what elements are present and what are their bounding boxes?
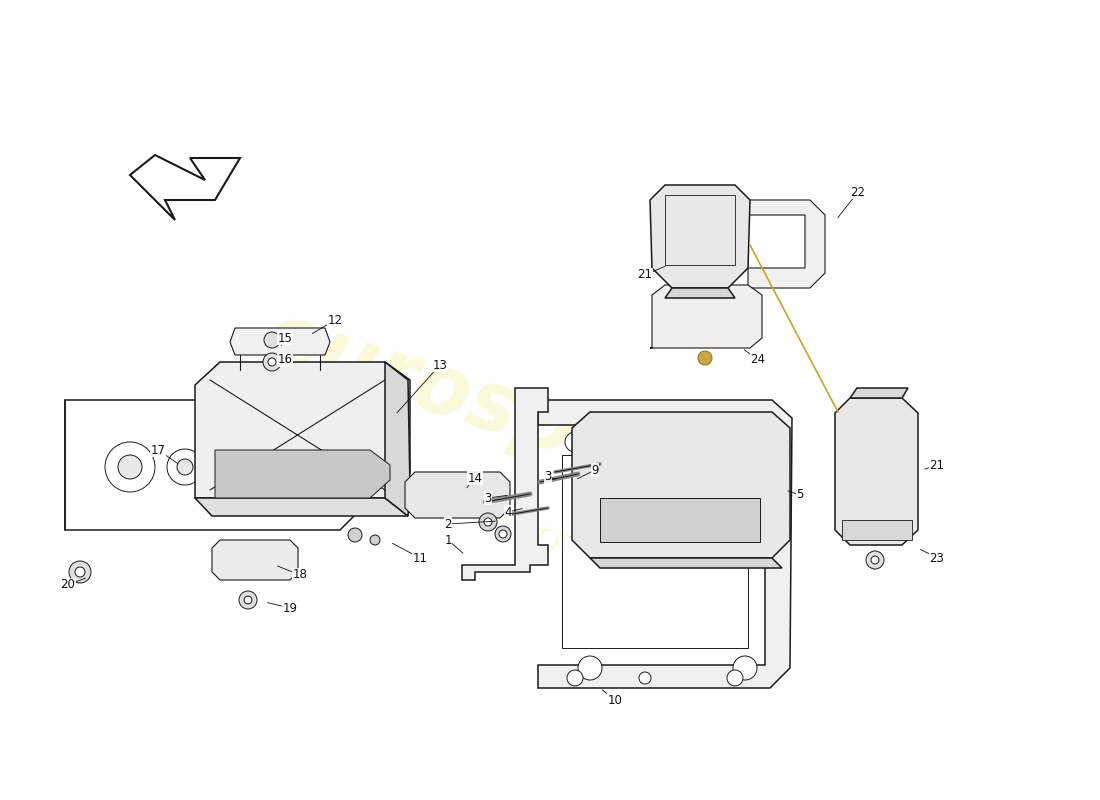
Polygon shape — [650, 285, 762, 348]
Text: 24: 24 — [750, 354, 766, 366]
Ellipse shape — [478, 513, 497, 531]
Ellipse shape — [495, 526, 512, 542]
Text: 9: 9 — [592, 463, 598, 477]
Polygon shape — [666, 288, 735, 298]
Polygon shape — [230, 328, 330, 355]
Polygon shape — [65, 400, 370, 530]
Ellipse shape — [370, 535, 379, 545]
Polygon shape — [405, 472, 510, 518]
Text: 13: 13 — [432, 358, 448, 371]
Text: 4: 4 — [504, 506, 512, 518]
Ellipse shape — [499, 530, 507, 538]
Text: 22: 22 — [850, 186, 866, 198]
Ellipse shape — [244, 596, 252, 604]
Text: a passion for parts since 1985: a passion for parts since 1985 — [398, 478, 746, 610]
Ellipse shape — [484, 518, 492, 526]
Text: 14: 14 — [468, 471, 483, 485]
Ellipse shape — [251, 476, 258, 484]
Ellipse shape — [264, 332, 280, 348]
Ellipse shape — [727, 670, 742, 686]
Polygon shape — [835, 398, 918, 545]
Polygon shape — [572, 412, 790, 558]
Ellipse shape — [565, 432, 585, 452]
Ellipse shape — [566, 670, 583, 686]
Ellipse shape — [871, 556, 879, 564]
Ellipse shape — [639, 672, 651, 684]
Text: 5: 5 — [796, 489, 804, 502]
Ellipse shape — [578, 656, 602, 680]
Ellipse shape — [75, 567, 85, 577]
Text: 3: 3 — [544, 470, 552, 483]
Text: 3: 3 — [484, 491, 492, 505]
Polygon shape — [850, 388, 908, 398]
Polygon shape — [562, 455, 748, 648]
Ellipse shape — [239, 591, 257, 609]
Text: 10: 10 — [607, 694, 623, 706]
Polygon shape — [195, 498, 408, 516]
Ellipse shape — [263, 353, 280, 371]
Polygon shape — [650, 185, 750, 288]
Polygon shape — [748, 200, 825, 288]
Text: 15: 15 — [277, 331, 293, 345]
Text: 19: 19 — [283, 602, 297, 614]
Polygon shape — [130, 155, 240, 220]
Text: 16: 16 — [277, 354, 293, 366]
Ellipse shape — [725, 432, 745, 452]
Ellipse shape — [118, 455, 142, 479]
Text: 12: 12 — [328, 314, 342, 326]
Text: 2: 2 — [444, 518, 452, 530]
Ellipse shape — [866, 551, 884, 569]
Text: 17: 17 — [151, 443, 165, 457]
Polygon shape — [842, 520, 912, 540]
Text: eurospares: eurospares — [254, 296, 780, 536]
Ellipse shape — [348, 528, 362, 542]
Polygon shape — [214, 450, 390, 498]
Text: 20: 20 — [60, 578, 76, 591]
Ellipse shape — [698, 351, 712, 365]
Ellipse shape — [268, 358, 276, 366]
Text: 1: 1 — [444, 534, 452, 546]
Polygon shape — [538, 400, 792, 688]
Polygon shape — [212, 540, 298, 580]
Polygon shape — [600, 498, 760, 542]
Text: 23: 23 — [930, 551, 945, 565]
Polygon shape — [195, 362, 410, 498]
Polygon shape — [590, 558, 782, 568]
Ellipse shape — [69, 561, 91, 583]
Polygon shape — [462, 388, 548, 580]
Ellipse shape — [167, 449, 204, 485]
Text: 21: 21 — [930, 458, 945, 471]
Text: 11: 11 — [412, 551, 428, 565]
Text: 18: 18 — [293, 569, 307, 582]
Text: 21: 21 — [638, 269, 652, 282]
Ellipse shape — [733, 656, 757, 680]
Polygon shape — [385, 362, 410, 516]
Ellipse shape — [104, 442, 155, 492]
Ellipse shape — [177, 459, 192, 475]
